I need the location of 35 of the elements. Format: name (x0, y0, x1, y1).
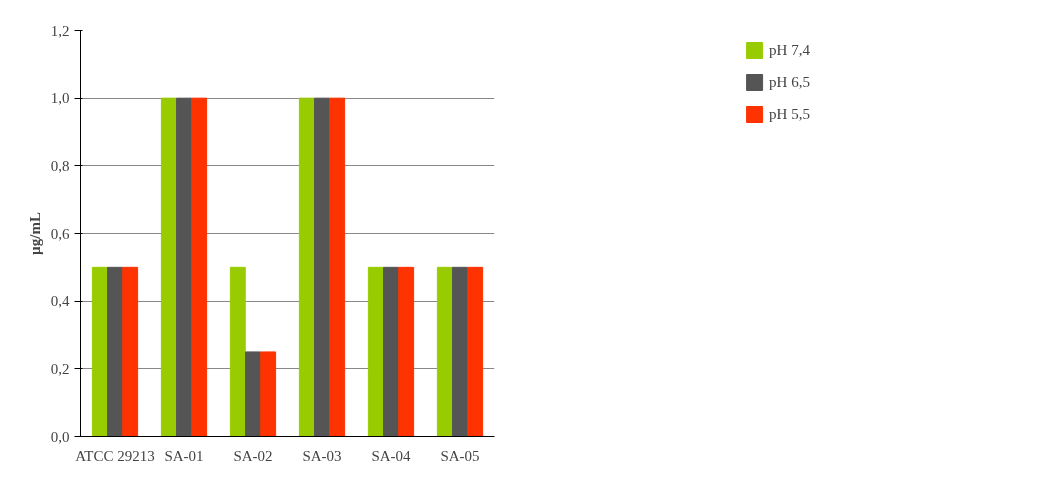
y-axis-title: µg/mL (26, 212, 43, 255)
x-tick-label: SA-01 (164, 447, 204, 464)
y-tick-label: 0,6 (50, 225, 70, 242)
bar (91, 266, 108, 437)
bar (229, 266, 246, 437)
x-tick-label: SA-02 (233, 447, 273, 464)
bar (298, 97, 315, 437)
bar (191, 97, 208, 437)
x-tick-label: SA-03 (302, 447, 342, 464)
bar (122, 266, 139, 437)
bar (314, 97, 330, 437)
legend-label: pH 5,5 (769, 105, 810, 123)
bar (329, 97, 346, 437)
y-tick-label: 0,4 (50, 293, 70, 310)
y-tick-label: 1,2 (50, 22, 70, 39)
bar (367, 266, 384, 437)
legend-label: pH 7,4 (769, 41, 810, 59)
legend-label: pH 6,5 (769, 73, 810, 91)
bar (260, 351, 277, 437)
bar (107, 266, 123, 437)
x-tick-label: SA-05 (440, 447, 480, 464)
y-tick-label: 1,0 (50, 90, 70, 107)
bar (176, 97, 192, 437)
bar (383, 266, 399, 437)
y-tick-label: 0,0 (50, 428, 70, 445)
bar (245, 351, 261, 437)
y-tick-label: 0,2 (50, 360, 70, 377)
x-tick-label: ATCC 29213 (75, 447, 155, 464)
x-tick-label: SA-04 (371, 447, 412, 464)
y-tick-label: 0,8 (50, 157, 70, 174)
bar (436, 266, 453, 437)
bar (398, 266, 415, 437)
bar (160, 97, 177, 437)
bar (452, 266, 468, 437)
bar (467, 266, 484, 437)
